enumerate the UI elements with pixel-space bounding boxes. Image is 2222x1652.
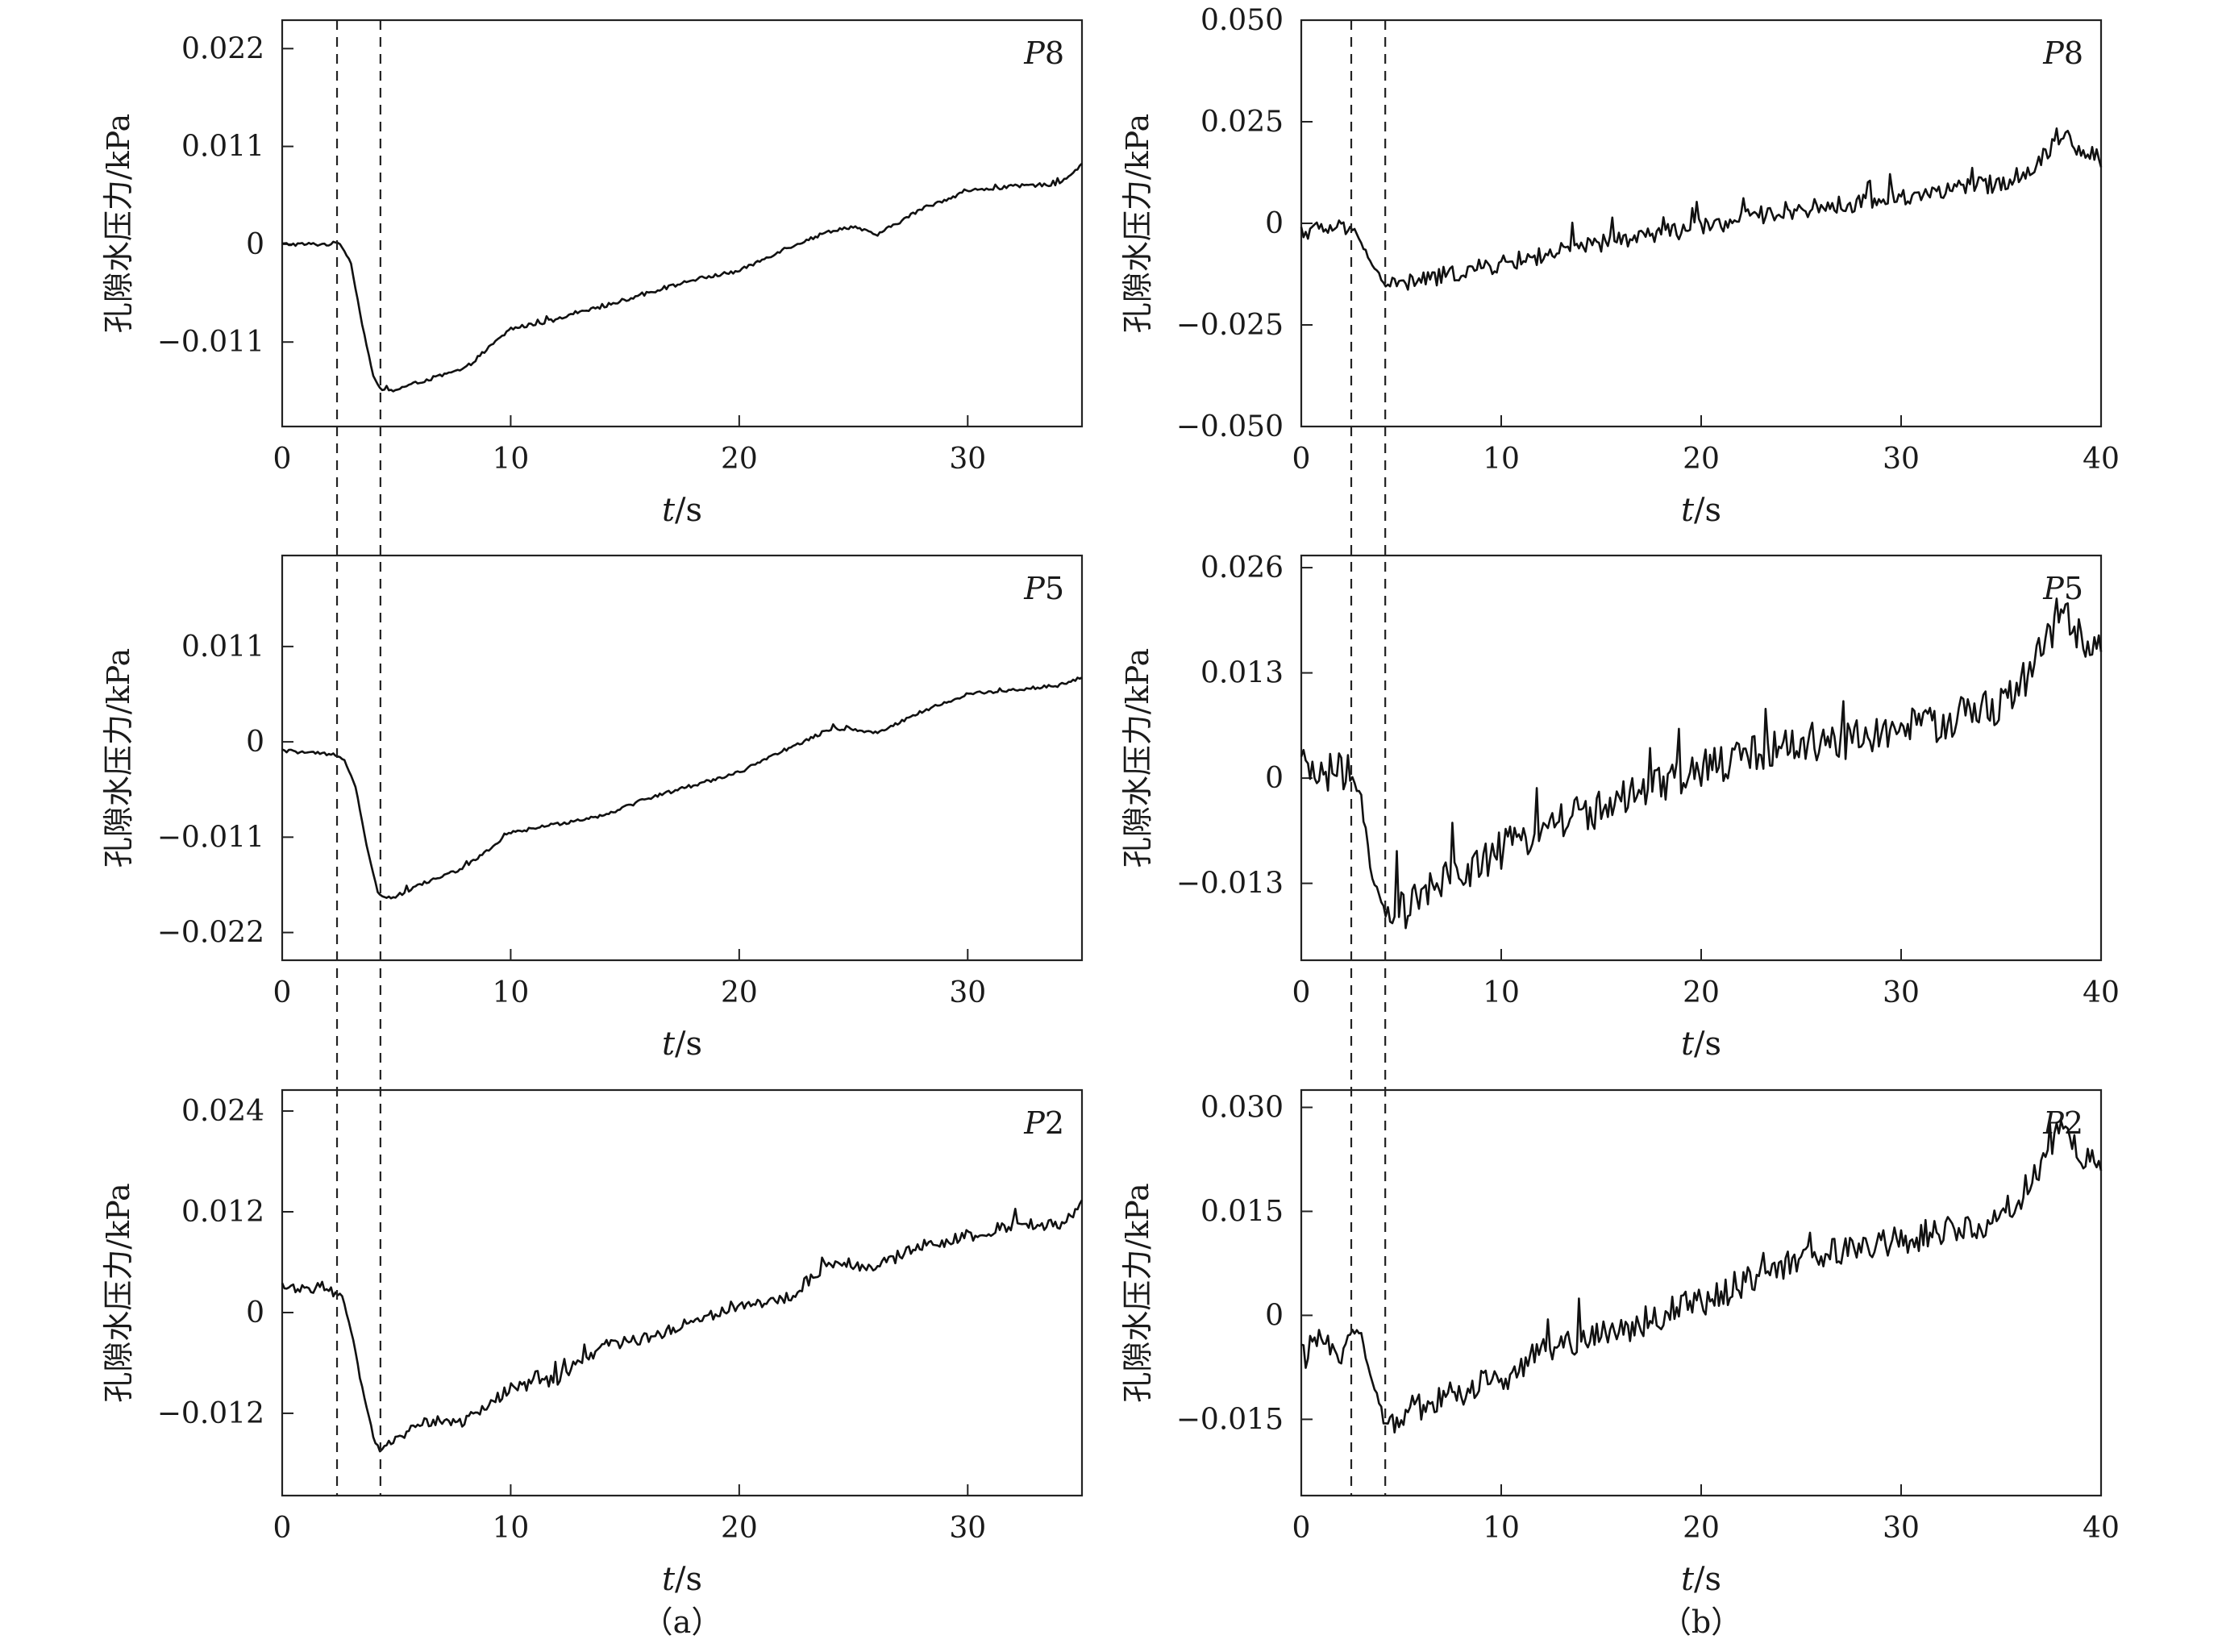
panel-b-p8-ytick-label-0: −0.050 (1176, 410, 1284, 443)
panel-b-p5: −0.013 0 0.013 0.026 0 10 20 30 40 孔隙水压力/kPa t/s P5 (1120, 551, 2120, 1063)
panel-b-p2-xtick-label-2: 20 (1683, 1512, 1720, 1545)
panel-b-p5-ytick-label-2: 0.013 (1200, 657, 1284, 690)
panel-a-p5-ytick-label-1: −0.011 (157, 821, 264, 854)
panel-b-p2-ylabel: 孔隙水压力/kPa (1120, 1183, 1155, 1402)
panel-a-p8-xlabel: t/s (662, 492, 702, 529)
panel-b-p5-xtick-label-2: 20 (1683, 976, 1720, 1009)
panel-b-p2-ytick-label-2: 0.015 (1200, 1195, 1284, 1228)
panel-a-p2-xtick-label-2: 20 (721, 1512, 758, 1545)
panel-a-p8-xtick-label-1: 10 (493, 443, 530, 476)
panel-a-p5-ytick-label-2: 0 (246, 726, 264, 759)
panel-a-p5-ytick-label-3: 0.011 (181, 630, 264, 664)
panel-a-p8-ytick-label-0: −0.011 (157, 326, 264, 359)
panel-a-p8-ytick-label-3: 0.022 (181, 32, 264, 65)
panel-b-p8: −0.050 −0.025 0 0.025 0.050 0 10 20 30 40 孔隙水压力/kP… (1120, 4, 2120, 529)
panel-b-p8-series-line (1300, 127, 2103, 291)
panel-b-p2-xtick-label-0: 0 (1292, 1512, 1311, 1545)
panel-b-p8-xtick-label-2: 20 (1683, 443, 1720, 476)
panel-a-p5: −0.022 −0.011 0 0.011 0 10 20 30 孔隙水压力/kPa t/s P5 (101, 554, 1084, 1063)
panel-a-p8-ylabel: 孔隙水压力/kPa (101, 114, 136, 333)
panel-b-p5-ytick-label-1: 0 (1265, 762, 1284, 795)
panel-a-p2-ylabel: 孔隙水压力/kPa (101, 1183, 136, 1402)
panel-a-p5-ytick-label-0: −0.022 (157, 917, 264, 950)
panel-b-p8-xtick-label-1: 10 (1483, 443, 1520, 476)
panel-a-p5-sensor-label: P5 (1023, 571, 1064, 606)
panel-a-p8: −0.011 0 0.011 0.022 0 10 20 30 孔隙水压力/kPa t/s P8 (101, 19, 1084, 529)
panel-b-p5-series-line (1300, 597, 2103, 930)
panel-b-p2-ytick-label-3: 0.030 (1200, 1091, 1284, 1124)
panel-b-p5-ytick-label-0: −0.013 (1176, 868, 1284, 901)
panel-a-p5-xlabel: t/s (662, 1026, 702, 1063)
panel-b-p5-xtick-label-0: 0 (1292, 976, 1311, 1009)
panel-a-p2-ytick-label-3: 0.024 (181, 1095, 264, 1128)
group-b-label: （b） (1661, 1604, 1741, 1640)
panel-a-p8-sensor-label: P8 (1023, 35, 1064, 71)
panel-a-p2-xtick-label-0: 0 (273, 1512, 292, 1545)
panel-a-p2: −0.012 0 0.012 0.024 0 10 20 30 孔隙水压力/kPa t/s P2 (101, 1088, 1084, 1598)
panel-b-p8-ytick-label-1: −0.025 (1176, 309, 1284, 342)
panel-b-p8-ylabel: 孔隙水压力/kPa (1120, 114, 1155, 333)
panel-a-p2-sensor-label: P2 (1023, 1105, 1064, 1141)
panel-b-p5-sensor-label: P5 (2042, 571, 2083, 606)
panel-b-p8-xtick-label-0: 0 (1292, 443, 1311, 476)
panel-b-p2-frame (1300, 1088, 2103, 1497)
panel-b-p8-ytick-label-4: 0.050 (1200, 4, 1284, 37)
panel-a-p2-xtick-label-3: 30 (949, 1512, 986, 1545)
panel-a-p8-xtick-label-3: 30 (949, 443, 986, 476)
panel-a-p5-xtick-label-0: 0 (273, 976, 292, 1009)
panel-b-p5-xlabel: t/s (1681, 1026, 1721, 1063)
panel-a-p2-series-line (281, 1199, 1084, 1453)
panel-a-p2-ytick-label-2: 0.012 (181, 1196, 264, 1229)
panel-a-p8-xtick-label-0: 0 (273, 443, 292, 476)
panel-a-p2-ytick-label-0: −0.012 (157, 1397, 264, 1430)
panel-b-p2-xtick-label-1: 10 (1483, 1512, 1520, 1545)
panel-b-p8-sensor-label: P8 (2042, 35, 2083, 71)
panel-b-p8-ytick-label-3: 0.025 (1200, 106, 1284, 139)
panel-a-p2-xtick-label-1: 10 (493, 1512, 530, 1545)
panel-a-p5-xtick-label-2: 20 (721, 976, 758, 1009)
panel-b-p8-ytick-label-2: 0 (1265, 207, 1284, 240)
panel-a-p5-ylabel: 孔隙水压力/kPa (101, 648, 136, 868)
panel-a-p2-ytick-label-1: 0 (246, 1296, 264, 1330)
panel-a-p5-xtick-label-3: 30 (949, 976, 986, 1009)
panel-a-p5-series-line (281, 676, 1083, 900)
panel-a-p8-frame (281, 19, 1084, 428)
panel-b-p2-xlabel: t/s (1681, 1561, 1721, 1598)
panel-b-p5-xtick-label-3: 30 (1883, 976, 1920, 1009)
group-a-label: （a） (643, 1604, 722, 1640)
panel-b-p5-xtick-label-4: 40 (2083, 976, 2120, 1009)
panel-b-p2-series-line (1300, 1120, 2103, 1434)
panel-b-p8-xtick-label-3: 30 (1883, 443, 1920, 476)
panel-a-p5-frame (281, 554, 1084, 962)
panel-a-p8-ytick-label-2: 0.011 (181, 131, 264, 164)
panel-a-p5-xtick-label-1: 10 (493, 976, 530, 1009)
panel-a-p8-series-line (281, 162, 1083, 393)
panel-a-p2-frame (281, 1088, 1084, 1497)
panel-b-p5-frame (1300, 554, 2103, 962)
panel-a-p2-xlabel: t/s (662, 1561, 702, 1598)
panel-b-p2-xtick-label-3: 30 (1883, 1512, 1920, 1545)
panel-b-p2-ytick-label-1: 0 (1265, 1299, 1284, 1332)
panel-a-p8-xtick-label-2: 20 (721, 443, 758, 476)
panel-b-p5-ytick-label-3: 0.026 (1200, 551, 1284, 585)
panel-a-p8-ytick-label-1: 0 (246, 228, 264, 261)
panel-b-p5-ylabel: 孔隙水压力/kPa (1120, 648, 1155, 868)
panel-b-p8-xlabel: t/s (1681, 492, 1721, 529)
panel-b-p8-xtick-label-4: 40 (2083, 443, 2120, 476)
panel-b-p5-xtick-label-1: 10 (1483, 976, 1520, 1009)
panel-b-p2-ytick-label-0: −0.015 (1176, 1403, 1284, 1436)
panel-b-p2-xtick-label-4: 40 (2083, 1512, 2120, 1545)
